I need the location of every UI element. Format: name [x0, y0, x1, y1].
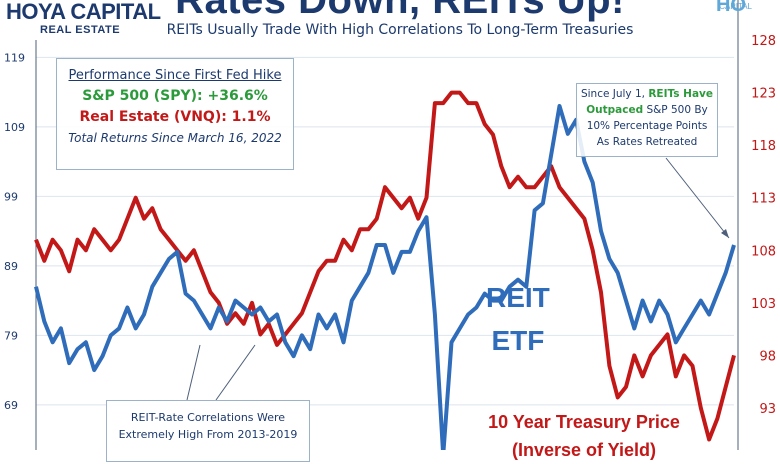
chart-canvas: 69 79 89 99 109 119 93 98 103 108 113 118 123 128 — [4, 0, 776, 450]
corner-logo: HO — [716, 0, 746, 16]
note-highlight1: REITs Have — [648, 88, 714, 100]
left-tick-label: 79 — [4, 329, 18, 342]
left-tick-label: 99 — [4, 190, 18, 203]
performance-box: Performance Since First Fed Hike S&P 500… — [56, 58, 294, 170]
note-arrow-head — [721, 229, 729, 238]
left-tick-label: 89 — [4, 260, 18, 273]
note-post3: As Rates Retreated — [596, 136, 698, 148]
performance-footnote: Total Returns Since March 16, 2022 — [68, 131, 282, 145]
callout-arrow-left — [186, 344, 201, 401]
correlation-line2: Extremely High From 2013-2019 — [118, 428, 298, 441]
correlation-note: REIT-Rate Correlations Were Extremely Hi… — [106, 400, 310, 462]
chart-subtitle: REITs Usually Trade With High Correlatio… — [166, 22, 634, 38]
reit-series-label: REIT ETF — [486, 276, 550, 362]
treasury-label-line1: 10 Year Treasury Price — [488, 412, 680, 432]
series-line-treasury — [34, 90, 736, 442]
logo-line1: HOYA CAPITAL — [6, 0, 161, 24]
note-pre: Since July 1, — [580, 88, 649, 100]
left-tick-label: 119 — [4, 51, 25, 64]
corner-logo-sub: CAPITAL — [719, 2, 752, 11]
performance-spy: S&P 500 (SPY): +36.6% — [82, 88, 268, 104]
correlation-line1: REIT-Rate Correlations Were — [130, 411, 286, 424]
treasury-label-line2: (Inverse of Yield) — [511, 440, 657, 460]
right-tick-label: 118 — [751, 139, 776, 154]
right-tick-label: 98 — [759, 349, 776, 364]
reit-label-line1: REIT — [486, 282, 550, 313]
right-tick-label: 103 — [751, 297, 776, 312]
performance-vnq: Real Estate (VNQ): 1.1% — [79, 109, 271, 125]
series-line-reit — [34, 104, 736, 450]
performance-heading: Performance Since First Fed Hike — [68, 68, 282, 83]
note-post1: S&P 500 By — [643, 104, 708, 116]
left-tick-label: 109 — [4, 121, 25, 134]
treasury-series-label: 10 Year Treasury Price (Inverse of Yield… — [474, 408, 694, 464]
right-tick-label: 128 — [751, 34, 776, 49]
right-tick-label: 123 — [751, 87, 776, 102]
left-axis-ticks: 69 79 89 99 109 119 — [4, 51, 25, 411]
note-post2: 10% Percentage Points — [586, 120, 708, 132]
outperformance-note: Since July 1, REITs Have Outpaced S&P 50… — [576, 83, 718, 157]
right-tick-label: 93 — [759, 402, 776, 417]
callout-arrow-right — [215, 344, 256, 401]
brand-logo: HOYA CAPITAL REAL ESTATE — [6, 0, 161, 36]
logo-line2: REAL ESTATE — [40, 24, 121, 36]
right-tick-label: 113 — [751, 192, 776, 207]
reit-label-line2: ETF — [491, 325, 545, 356]
right-tick-label: 108 — [751, 244, 776, 259]
left-tick-label: 69 — [4, 399, 18, 412]
note-arrow — [665, 157, 730, 239]
right-axis-ticks: 93 98 103 108 113 118 123 128 — [751, 34, 776, 417]
note-highlight2: Outpaced — [586, 104, 644, 116]
chart-title: Rates Down, REITs Up! — [175, 0, 625, 22]
